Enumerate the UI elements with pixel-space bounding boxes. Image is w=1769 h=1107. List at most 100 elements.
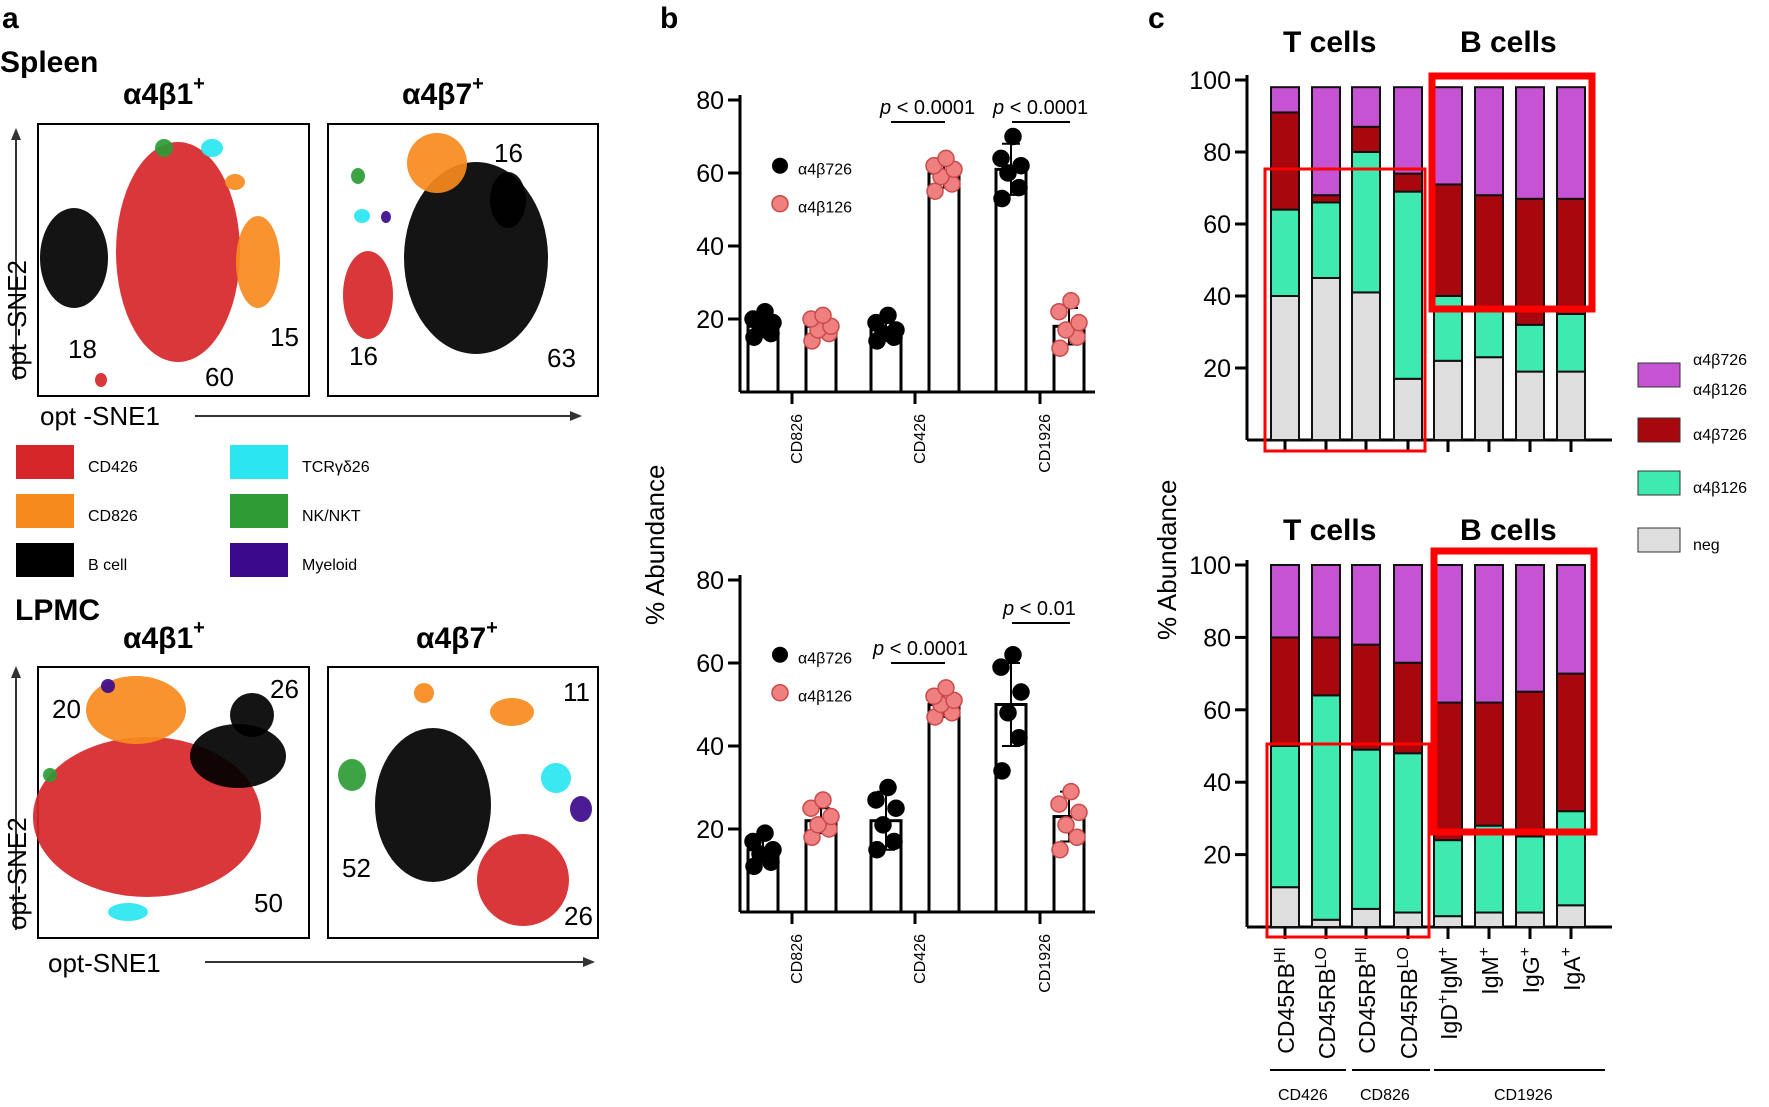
data-point: [1062, 782, 1080, 801]
x-category-label: CD45RBHI: [1272, 947, 1299, 1054]
stacked-segment: [1351, 291, 1381, 441]
panel-b: b % Abundance 20 40 60 80 CD826 CD426 CD1926 α4…: [640, 2, 1095, 993]
data-point: [809, 816, 827, 834]
y-tick-label: 20: [696, 306, 724, 334]
group-label: CD1926: [1494, 1087, 1553, 1104]
legend-label: CD826: [88, 508, 138, 525]
stacked-segment: [1433, 359, 1463, 441]
x-category-label: CD826: [789, 414, 806, 464]
stacked-segment: [1474, 86, 1504, 197]
stacked-segment: [1311, 201, 1341, 279]
data-point: [1010, 178, 1028, 197]
data-point: [937, 679, 955, 697]
y-tick-label: 80: [1203, 139, 1231, 167]
p-value-label: p < 0.0001: [879, 97, 975, 119]
stacked-segment: [1515, 370, 1545, 442]
data-point: [1070, 803, 1088, 822]
cluster-number: 26: [270, 674, 299, 704]
stacked-segment: [1270, 886, 1300, 928]
bar: [927, 703, 961, 914]
data-point: [879, 306, 897, 325]
stacked-segment: [1351, 86, 1381, 128]
legend-label: α4β726: [798, 162, 852, 179]
tcr-cluster: [354, 209, 370, 223]
legend-swatch: [230, 494, 288, 528]
data-point: [992, 149, 1010, 168]
myeloid-cluster: [101, 679, 115, 693]
stacked-segment: [1433, 701, 1463, 842]
data-point: [1070, 313, 1088, 332]
x-category-label: CD45RBLO: [1395, 947, 1422, 1059]
legend-swatch: [1637, 527, 1681, 553]
p-value-label: p < 0.01: [1002, 598, 1076, 620]
legend-label: Myeloid26: [302, 557, 357, 574]
b-cell-cluster: [404, 162, 548, 354]
highlight-box-b-cells: [1430, 547, 1598, 836]
legend-marker: [771, 194, 789, 213]
data-point: [1010, 728, 1028, 747]
tsne-box-spleen-a4b1: [37, 123, 310, 397]
y-axis-label: opt-SNE2: [2, 817, 32, 930]
group-label: CD426: [1278, 1087, 1328, 1104]
nk-cluster: [351, 168, 365, 184]
b-cell-cluster: [190, 724, 286, 788]
data-point: [756, 824, 774, 842]
y-tick-label: 40: [696, 733, 724, 761]
x-category-label: IgG+: [1517, 947, 1544, 993]
cluster-number: 16: [494, 138, 523, 168]
cluster-number: 50: [254, 888, 283, 918]
stacked-segment: [1270, 295, 1300, 441]
panel-c-letter: c: [1148, 2, 1165, 35]
stacked-segment: [1311, 86, 1341, 197]
data-point: [945, 691, 963, 710]
data-point: [874, 816, 892, 834]
cd8-cluster: [407, 133, 467, 193]
legend-label: CD426: [88, 459, 138, 476]
stacked-segment: [1311, 636, 1341, 697]
data-point: [999, 704, 1017, 722]
cluster-number: 11: [563, 677, 590, 707]
data-point: [1051, 339, 1069, 357]
b-cell-cluster: [40, 208, 108, 308]
legend-swatch: [230, 445, 288, 479]
y-tick-label: 60: [1203, 697, 1231, 725]
data-point: [992, 658, 1010, 676]
tsne-clusters-lpmc-a4b7: [338, 683, 592, 926]
stacked-segment: [1474, 564, 1504, 704]
stacked-segment: [1351, 643, 1381, 751]
cd8-cluster: [236, 216, 280, 308]
stacked-segment: [1433, 915, 1463, 929]
panel-a: a Spleen α4β1+ α4β7+ 18 15 60 16 16 63 o…: [0, 2, 599, 978]
stacked-segment: [1270, 745, 1300, 889]
cluster-number: 18: [68, 334, 97, 364]
nk-cluster: [155, 139, 173, 157]
legend-label: α4β126: [798, 200, 852, 217]
legend-label: α4β726: [1693, 427, 1747, 444]
cd8-cluster: [490, 698, 534, 726]
stacked-segment: [1393, 172, 1423, 193]
legend-label: neg26: [1693, 537, 1720, 554]
stacked-chart-lpmc: 20 40 60 80 100: [1189, 547, 1612, 939]
myeloid-cluster: [570, 796, 592, 822]
x-axis-label: opt -SNE1: [40, 401, 160, 431]
cd4-cluster: [343, 251, 393, 339]
stacked-segment: [1311, 694, 1341, 921]
stacked-segment: [1556, 197, 1586, 315]
lpmc-col2-header: α4β7+: [416, 617, 498, 655]
cluster-number: 26: [564, 901, 593, 931]
data-point: [999, 164, 1017, 182]
data-point: [814, 306, 832, 325]
highlight-box-t-cells: [1263, 167, 1427, 453]
spleen-label: Spleen: [0, 46, 98, 79]
data-point: [1012, 156, 1030, 175]
data-point: [867, 791, 885, 809]
data-point: [868, 841, 886, 859]
y-tick-label: 80: [696, 87, 724, 115]
cluster-number: 15: [270, 322, 299, 352]
y-tick-label: 20: [1203, 842, 1231, 870]
y-tick-label: 100: [1189, 552, 1231, 580]
stacked-segment: [1474, 911, 1504, 929]
integrin-legend: α4β726 α4β126 α4β726 α4β126 neg26: [1637, 352, 1747, 554]
bar-chart-lpmc: 20 40 60 80 CD826 CD426 CD1926 α4β726 α4β126 p < …: [696, 567, 1095, 993]
